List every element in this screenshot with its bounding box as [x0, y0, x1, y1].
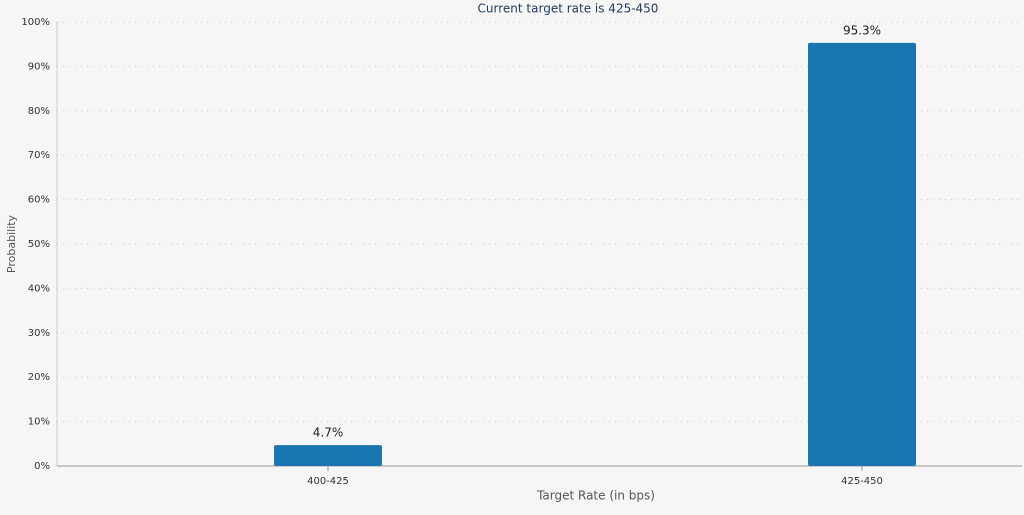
y-tick-label: 10%	[28, 417, 50, 428]
x-axis-title: Target Rate (in bps)	[536, 489, 655, 503]
bar	[274, 445, 382, 466]
x-tick-label: 425-450	[841, 476, 883, 487]
y-tick-label: 20%	[28, 372, 50, 383]
y-tick-label: 90%	[28, 61, 50, 72]
y-axis-title: Probability	[5, 214, 18, 273]
y-tick-label: 30%	[28, 328, 50, 339]
y-tick-label: 60%	[28, 195, 50, 206]
value-label: 95.3%	[843, 23, 881, 37]
y-tick-label: 40%	[28, 283, 50, 294]
chart-title: Current target rate is 425-450	[478, 2, 659, 16]
y-tick-label: 80%	[28, 106, 50, 117]
bar	[808, 42, 916, 466]
y-tick-label: 70%	[28, 150, 50, 161]
value-label: 4.7%	[313, 426, 344, 440]
y-tick-label: 50%	[28, 239, 50, 250]
y-tick-label: 0%	[34, 461, 50, 472]
y-tick-label: 100%	[21, 17, 50, 28]
x-tick-label: 400-425	[307, 476, 349, 487]
